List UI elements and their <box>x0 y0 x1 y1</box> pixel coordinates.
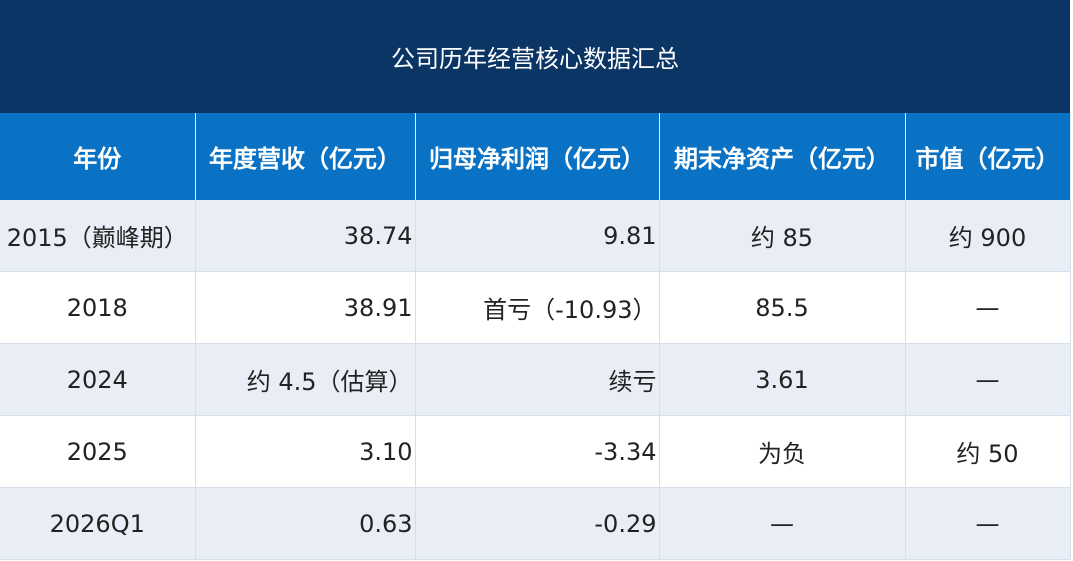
table-row: 2018 38.91 首亏（-10.93） 85.5— <box>0 271 1071 344</box>
table-cell: 2015（巅峰期） <box>0 200 196 272</box>
table-cell: 为负 <box>659 415 906 488</box>
table-cell: — <box>905 343 1071 416</box>
table-cell: — <box>905 271 1071 344</box>
table-cell: -0.29 <box>415 487 660 560</box>
table-cell: 2026Q1 <box>0 487 196 560</box>
column-header: 年度营收（亿元） <box>195 113 416 200</box>
data-table: 年份 年度营收（亿元） 归母净利润（亿元） 期末净资产（亿元） 市值（亿元） 2015（… <box>0 113 1071 560</box>
column-header: 归母净利润（亿元） <box>415 113 660 200</box>
table-cell: 续亏 <box>415 343 660 416</box>
table-cell: 2024 <box>0 343 196 416</box>
table-cell: 9.81 <box>415 200 660 272</box>
table-cell: 0.63 <box>195 487 416 560</box>
table-body: 2015（巅峰期） 38.74 9.81 约 85 约 900 2018 38.91 首亏（-… <box>0 200 1071 560</box>
table-cell: 首亏（-10.93） <box>415 271 660 344</box>
table-row: 2026Q1 0.63 -0.29— — <box>0 487 1071 560</box>
table-cell: 38.91 <box>195 271 416 344</box>
table-row: 2025 3.10 -3.34 为负约 50 <box>0 415 1071 488</box>
table-cell: 2018 <box>0 271 196 344</box>
column-header: 年份 <box>0 113 196 200</box>
table-cell: 约 900 <box>905 200 1071 272</box>
table-cell: 约 4.5（估算） <box>195 343 416 416</box>
table-title: 公司历年经营核心数据汇总 <box>0 0 1070 113</box>
column-header: 市值（亿元） <box>905 113 1071 200</box>
table-cell: -3.34 <box>415 415 660 488</box>
table-cell: 约 85 <box>659 200 906 272</box>
table-cell: — <box>905 487 1071 560</box>
header-row: 年份 年度营收（亿元） 归母净利润（亿元） 期末净资产（亿元） 市值（亿元） <box>0 113 1071 200</box>
table-cell: 38.74 <box>195 200 416 272</box>
table-cell: 3.10 <box>195 415 416 488</box>
table-cell: 85.5 <box>659 271 906 344</box>
table-cell: 3.61 <box>659 343 906 416</box>
table-row: 2015（巅峰期） 38.74 9.81 约 85 约 900 <box>0 200 1071 272</box>
column-header: 期末净资产（亿元） <box>659 113 906 200</box>
table-cell: 约 50 <box>905 415 1071 488</box>
table-cell: — <box>659 487 906 560</box>
table-row: 2024 约 4.5（估算） 续亏 3.61— <box>0 343 1071 416</box>
table-cell: 2025 <box>0 415 196 488</box>
